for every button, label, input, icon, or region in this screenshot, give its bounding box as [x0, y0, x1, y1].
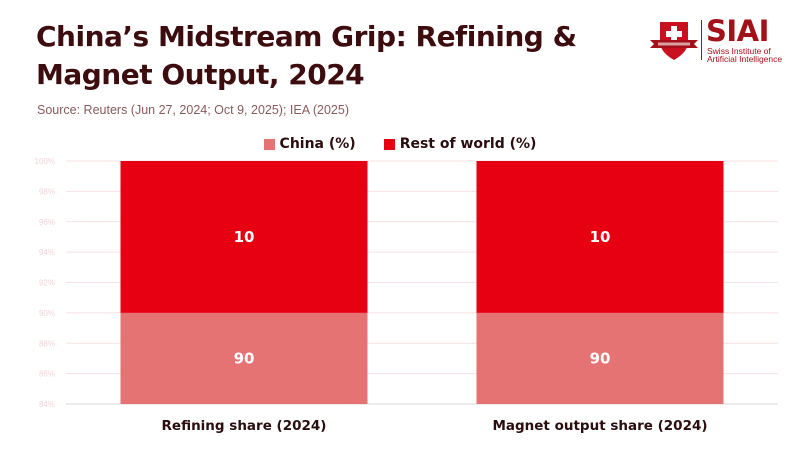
legend-item-rest-of-world[interactable]: Rest of world (%)	[383, 136, 537, 152]
legend-label-china: China (%)	[279, 136, 356, 152]
logo-subtitle-line1: Swiss Institute of	[707, 46, 771, 56]
y-tick-label: 90%	[39, 309, 55, 318]
bars	[120, 161, 724, 404]
logo-subtitle-line2: Artificial Intelligence	[707, 54, 783, 64]
bar-rest-of-world	[120, 161, 368, 313]
bar-china	[120, 312, 368, 404]
bar-labels: 90 10 90 10	[234, 228, 611, 368]
category-label: Magnet output share (2024)	[492, 418, 707, 434]
y-tick-label: 94%	[39, 248, 55, 257]
category-label: Refining share (2024)	[162, 418, 327, 434]
legend-label-rest-of-world: Rest of world (%)	[399, 136, 537, 152]
logo-name: SIAI	[706, 14, 769, 48]
y-tick-label: 98%	[39, 187, 55, 196]
bar-value-label: 90	[590, 349, 611, 367]
y-tick-label: 92%	[39, 279, 55, 288]
bar-value-label: 10	[234, 228, 255, 246]
y-tick-label: 88%	[39, 339, 55, 348]
y-axis-ticks: 84% 86% 88% 90% 92% 94% 96% 98% 100%	[35, 157, 55, 409]
bar-value-label: 10	[590, 228, 611, 246]
y-tick-label: 96%	[39, 218, 55, 227]
bar-rest-of-world	[476, 161, 724, 313]
y-tick-label: 84%	[39, 400, 55, 409]
category-labels: Refining share (2024) Magnet output share…	[162, 418, 708, 434]
legend: China (%) Rest of world (%)	[0, 136, 800, 152]
siai-logo: SIAI Swiss Institute of Artificial Intel…	[648, 14, 798, 64]
bar-china	[476, 312, 724, 404]
y-tick-label: 100%	[35, 157, 55, 166]
chart-title: China’s Midstream Grip: Refining & Magne…	[36, 20, 577, 91]
bar-value-label: 90	[234, 349, 255, 367]
y-tick-label: 86%	[39, 370, 55, 379]
legend-item-china[interactable]: China (%)	[263, 136, 356, 152]
source-note: Source: Reuters (Jun 27, 2024; Oct 9, 20…	[37, 103, 349, 117]
swiss-cross-shield-icon	[650, 22, 698, 60]
logo-divider	[701, 20, 702, 60]
legend-swatch-china	[263, 138, 275, 150]
legend-swatch-rest-of-world	[383, 138, 395, 150]
